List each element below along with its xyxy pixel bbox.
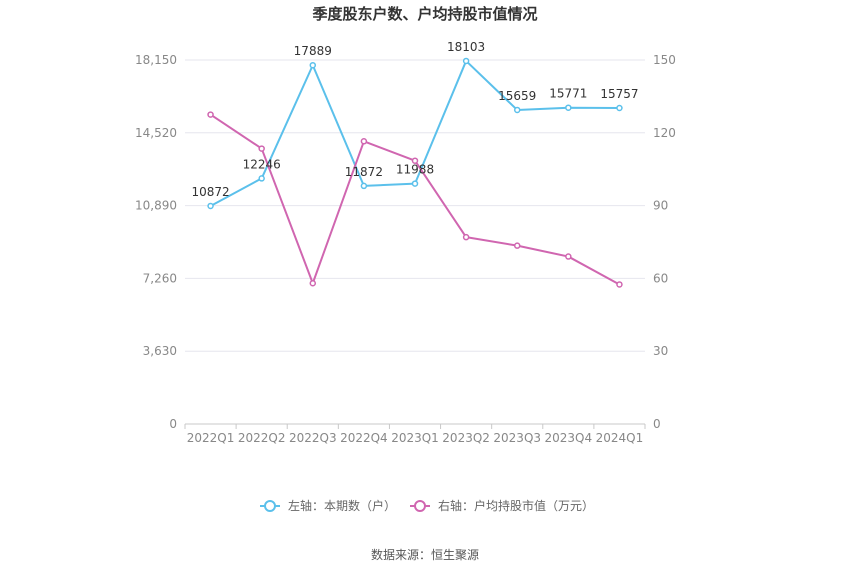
- series-point-0: [360, 182, 368, 190]
- x-tick-label: 2024Q1: [596, 431, 644, 445]
- series-point-0: [616, 104, 623, 112]
- x-tick-label: 2023Q2: [442, 431, 490, 445]
- series-point-0: [258, 175, 265, 182]
- source-text: 数据来源：恒生聚源: [371, 547, 479, 562]
- right-tick-label: 120: [653, 126, 676, 140]
- right-tick-label: 30: [653, 344, 668, 358]
- data-label: 12246: [243, 157, 281, 171]
- series-point-1: [411, 157, 419, 164]
- series-point-1: [309, 280, 317, 287]
- left-tick-label: 0: [169, 417, 177, 431]
- series-point-0: [411, 180, 419, 187]
- x-tick-label: 2023Q3: [493, 431, 541, 445]
- legend-marker: [414, 500, 426, 512]
- x-tick-label: 2023Q4: [545, 431, 593, 445]
- right-tick-label: 0: [653, 417, 661, 431]
- left-tick-label: 3,630: [143, 344, 177, 358]
- series-point-0: [565, 104, 572, 111]
- left-tick-label: 18,150: [135, 53, 177, 67]
- right-tick-label: 60: [653, 271, 668, 285]
- x-tick-label: 2022Q1: [187, 431, 235, 445]
- left-axis: 0 3,630 7,260 10,890 14,520 18,150: [135, 53, 177, 431]
- data-label: 11988: [396, 163, 434, 177]
- series-point-1: [565, 253, 572, 260]
- data-label: 17889: [294, 44, 332, 58]
- chart-title: 季度股东户数、户均持股市值情况: [312, 5, 537, 23]
- data-label: 15771: [549, 87, 587, 101]
- right-tick-label: 150: [653, 53, 676, 67]
- x-tick-label: 2022Q4: [340, 431, 388, 445]
- x-axis: 2022Q1 2022Q2 2022Q3 2022Q4 2023Q1 2023Q2 2023…: [184, 424, 646, 445]
- series-line-1: [210, 113, 620, 286]
- series-point-1: [513, 242, 521, 249]
- series-layer: [207, 57, 623, 288]
- data-label: 11872: [345, 165, 383, 179]
- x-tick-label: 2022Q2: [238, 431, 286, 445]
- left-tick-label: 10,890: [135, 199, 177, 213]
- left-tick-label: 7,260: [143, 271, 177, 285]
- series-point-0: [513, 106, 521, 114]
- series-point-0: [207, 202, 214, 210]
- grid: [185, 59, 645, 425]
- legend: 左轴：本期数（户） 右轴：户均持股市值（万元）: [260, 498, 594, 513]
- left-tick-label: 14,520: [135, 126, 177, 140]
- series-point-0: [462, 57, 470, 65]
- x-tick-label: 2023Q1: [391, 431, 439, 445]
- legend-marker: [264, 500, 276, 512]
- legend-label: 右轴：户均持股市值（万元）: [438, 498, 594, 513]
- data-label: 15757: [600, 87, 638, 101]
- data-label: 15659: [498, 89, 536, 103]
- series-point-1: [616, 281, 623, 288]
- data-label: 18103: [447, 40, 485, 54]
- series-point-0: [309, 61, 317, 69]
- series-point-1: [360, 138, 368, 145]
- series-point-1: [207, 111, 214, 118]
- right-tick-label: 90: [653, 199, 668, 213]
- legend-label: 左轴：本期数（户）: [288, 498, 396, 513]
- series-point-1: [462, 233, 470, 241]
- series-point-1: [258, 145, 265, 152]
- x-tick-label: 2022Q3: [289, 431, 337, 445]
- data-label: 10872: [191, 185, 229, 199]
- data-labels: 10872 12246 17889 11872 11988 18103 15659 15771…: [191, 40, 638, 199]
- right-axis: 0 30 60 90 120 150: [653, 53, 676, 431]
